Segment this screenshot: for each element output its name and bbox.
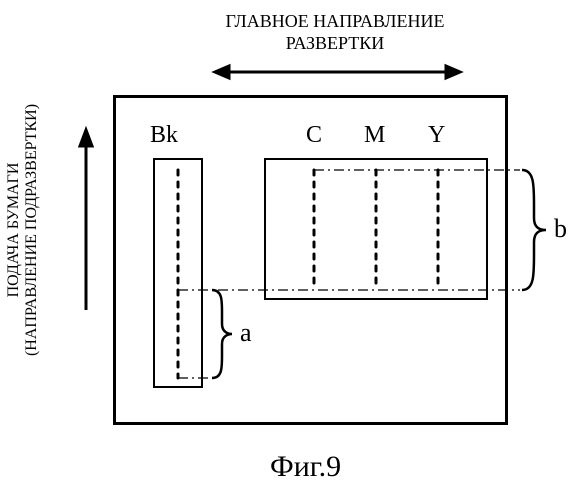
bk-box bbox=[153, 158, 203, 388]
brace-a-label: a bbox=[240, 318, 252, 348]
bk-label: Bk bbox=[150, 122, 178, 149]
c-label: C bbox=[306, 122, 322, 149]
diagram-canvas: ГЛАВНОЕ НАПРАВЛЕНИЕ РАЗВЕРТКИ ПОДАЧА БУМ… bbox=[0, 0, 588, 500]
figure-label: Фиг.9 bbox=[270, 450, 341, 484]
m-label: M bbox=[364, 122, 385, 149]
cmy-box bbox=[264, 158, 488, 300]
brace-b bbox=[522, 170, 546, 290]
x-axis-arrow bbox=[215, 66, 460, 78]
y-label-text: Y bbox=[428, 122, 445, 149]
brace-b-label: b bbox=[554, 214, 567, 244]
y-axis-arrow bbox=[80, 130, 92, 310]
